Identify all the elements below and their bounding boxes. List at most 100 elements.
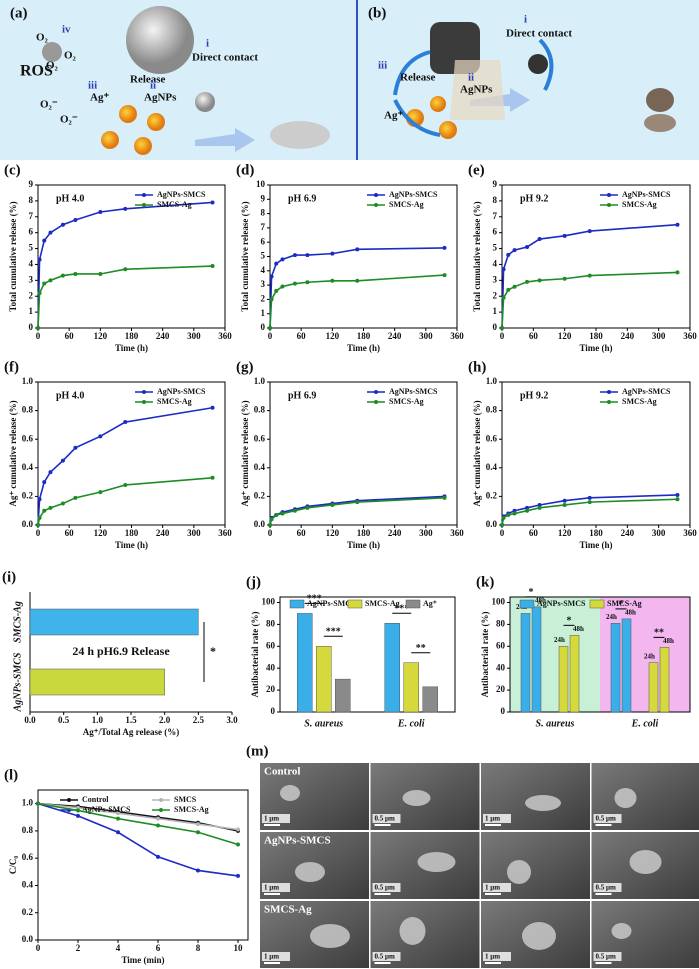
plot-frame <box>37 789 249 941</box>
line <box>37 802 239 846</box>
marker <box>42 238 47 243</box>
bar <box>520 613 531 713</box>
x-tick-label: 120 <box>326 528 340 538</box>
bar <box>648 662 659 713</box>
x-tick-label: 180 <box>357 331 371 341</box>
y-tick-label: 20 <box>496 684 506 694</box>
marker <box>330 251 335 256</box>
y-tick-label: 80 <box>496 618 506 628</box>
row-label: Control <box>264 766 300 778</box>
scale-bg <box>593 814 622 823</box>
x-tick-label: 10 <box>234 943 244 953</box>
y-axis-label: C/C₀ <box>8 856 18 874</box>
marker <box>98 210 103 215</box>
marker <box>675 492 680 497</box>
label: O₂⁻ <box>40 99 58 111</box>
marker <box>116 816 120 821</box>
marker <box>525 505 530 510</box>
line <box>37 201 213 329</box>
marker <box>355 247 360 252</box>
scale-label: 1 μm <box>264 884 279 892</box>
plot-frame <box>37 184 226 329</box>
legend-label: AgNPs-SMCS <box>307 599 356 608</box>
legend-marker <box>607 400 611 404</box>
plot-frame <box>269 381 458 526</box>
bar <box>29 608 199 636</box>
y-tick-label: 40 <box>266 662 276 672</box>
x-tick-label: 360 <box>683 528 697 538</box>
annotation: pH 4.0 <box>56 390 84 401</box>
y-tick-label: 4 <box>29 259 34 269</box>
legend-label: SMCS-Ag <box>622 397 657 406</box>
x-tick-label: 1.5 <box>125 715 137 725</box>
legend-marker <box>374 400 378 404</box>
category-label: S. aureus <box>304 718 343 729</box>
x-tick-label: 60 <box>65 331 75 341</box>
label: O₂ <box>36 32 49 44</box>
label: Ag⁺ <box>90 92 109 104</box>
marker <box>537 237 542 242</box>
x-tick-label: 0 <box>36 331 41 341</box>
legend-marker <box>607 193 611 197</box>
y-tick-label: 0 <box>261 322 266 332</box>
y-tick-label: 9 <box>493 179 498 189</box>
y-axis-label: Antibacterial rate (%) <box>250 612 260 698</box>
y-tick-label: 80 <box>266 618 276 628</box>
y-tick-label: 0 <box>271 706 276 716</box>
sphere <box>126 6 194 74</box>
scale-bg <box>372 952 401 961</box>
x-tick-label: 60 <box>65 528 75 538</box>
legend-label: AgNPs-SMCS <box>157 190 206 199</box>
particle <box>528 54 548 74</box>
panel-label: (i) <box>2 569 16 585</box>
marker <box>60 458 65 463</box>
x-tick-label: 300 <box>187 331 201 341</box>
marker <box>60 273 65 278</box>
marker <box>292 281 297 286</box>
y-tick-label: 5 <box>493 243 498 253</box>
marker <box>562 502 567 507</box>
marker <box>562 498 567 503</box>
y-tick-label: 100 <box>492 597 506 607</box>
scale-label: 1 μm <box>264 815 279 823</box>
y-tick-label: 1 <box>493 306 498 316</box>
y-tick-label: 4 <box>261 265 266 275</box>
panel-label: (g) <box>236 359 254 375</box>
y-tick-label: 0.4 <box>254 462 266 472</box>
category-label: E. coli <box>631 718 659 729</box>
y-tick-label: 0.6 <box>486 433 498 443</box>
marker <box>48 278 53 283</box>
label: O₂ <box>46 60 59 72</box>
y-tick-label: 1.0 <box>254 376 266 386</box>
y-tick-label: 7 <box>493 211 498 221</box>
marker <box>73 495 78 500</box>
marker <box>305 280 310 285</box>
legend-swatch <box>519 599 535 609</box>
y-tick-label: 0.2 <box>486 490 498 500</box>
marker <box>156 816 160 821</box>
marker <box>37 291 42 296</box>
sphere-small <box>195 92 215 112</box>
x-tick-label: 120 <box>94 528 108 538</box>
marker <box>98 434 103 439</box>
marker <box>442 245 447 250</box>
y-tick-label: 40 <box>496 662 506 672</box>
marker <box>512 508 517 513</box>
x-tick-label: 120 <box>558 528 572 538</box>
label: ii <box>150 80 156 92</box>
y-tick-label: 20 <box>266 684 276 694</box>
y-tick-label: 0.2 <box>22 907 34 917</box>
marker <box>116 830 120 835</box>
legend-label: AgNPs-SMCS <box>622 190 671 199</box>
y-tick-label: 0.4 <box>486 462 498 472</box>
panel-label: (l) <box>4 767 18 783</box>
marker <box>37 515 42 520</box>
marker <box>587 273 592 278</box>
y-axis-label: Antibacterial rate (%) <box>480 612 490 698</box>
marker <box>98 490 103 495</box>
subgroup-label: 48h <box>663 637 674 645</box>
x-tick-label: 4 <box>116 943 121 953</box>
x-tick-label: 240 <box>156 528 170 538</box>
bar <box>659 647 670 713</box>
scale-label: 0.5 μm <box>596 953 616 961</box>
